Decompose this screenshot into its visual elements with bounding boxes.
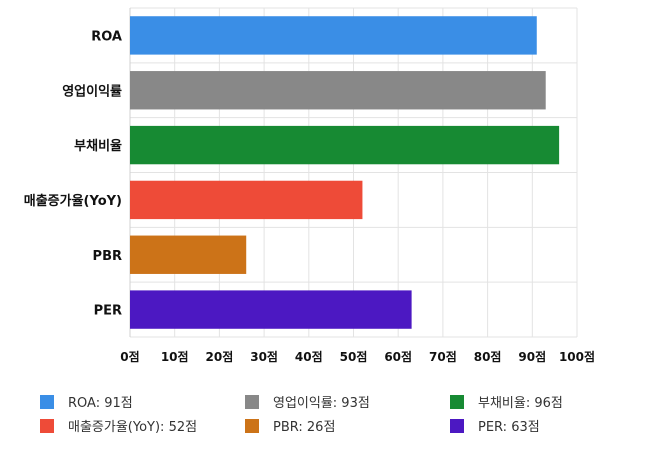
legend-swatch-2 xyxy=(450,394,464,409)
bars xyxy=(130,16,560,329)
x-tick-label-0: 0점 xyxy=(120,349,139,364)
bar-3 xyxy=(130,180,363,220)
category-label-4: PBR xyxy=(93,249,122,264)
x-tick-label-5: 50점 xyxy=(340,349,368,364)
x-tick-label-9: 90점 xyxy=(518,349,546,364)
x-tick-labels: 0점 10점 20점 30점 40점 50점 60점 70점 80점 90점 100점 xyxy=(120,349,595,364)
category-label-1: 영업이익률 xyxy=(62,83,122,99)
legend-swatch-4 xyxy=(245,418,259,433)
grid xyxy=(129,7,578,338)
category-label-3: 매출증가율(YoY) xyxy=(24,193,122,209)
bar-1 xyxy=(130,71,546,110)
legend-label-2: 부채비율: 96점 xyxy=(478,396,563,411)
legend-swatch-1 xyxy=(245,394,259,409)
x-tick-label-2: 20점 xyxy=(206,349,234,364)
legend-swatch-3 xyxy=(40,418,54,433)
category-label-0: ROA xyxy=(91,29,122,44)
x-tick-label-1: 10점 xyxy=(161,349,189,364)
legend-item-1: 영업이익률: 93점 xyxy=(245,392,370,411)
legend-label-5: PER: 63점 xyxy=(478,420,540,435)
legend-swatch-0 xyxy=(40,394,54,409)
x-tick-label-4: 40점 xyxy=(295,349,323,364)
x-tick-label-8: 80점 xyxy=(474,349,502,364)
legend-item-2: 부채비율: 96점 xyxy=(450,392,563,411)
legend-label-0: ROA: 91점 xyxy=(68,396,133,411)
legend-label-4: PBR: 26점 xyxy=(273,420,336,435)
x-tick-label-3: 30점 xyxy=(250,349,278,364)
legend-item-5: PER: 63점 xyxy=(450,416,540,435)
bar-5 xyxy=(130,290,412,329)
legend-item-4: PBR: 26점 xyxy=(245,416,335,435)
x-tick-label-7: 70점 xyxy=(429,349,457,364)
x-tick-label-6: 60점 xyxy=(384,349,412,364)
legend-label-3: 매출증가율(YoY): 52점 xyxy=(68,420,198,435)
bar-2 xyxy=(130,125,560,165)
x-tick-label-10: 100점 xyxy=(559,349,595,364)
legend-item-3: 매출증가율(YoY): 52점 xyxy=(40,416,197,435)
legend-label-1: 영업이익률: 93점 xyxy=(273,396,370,411)
bar-4 xyxy=(130,235,247,274)
legend-swatch-5 xyxy=(450,418,464,433)
category-label-2: 부채비율 xyxy=(74,138,122,154)
bar-0 xyxy=(130,16,537,55)
category-label-5: PER xyxy=(94,304,122,319)
legend-item-0: ROA: 91점 xyxy=(40,392,133,411)
